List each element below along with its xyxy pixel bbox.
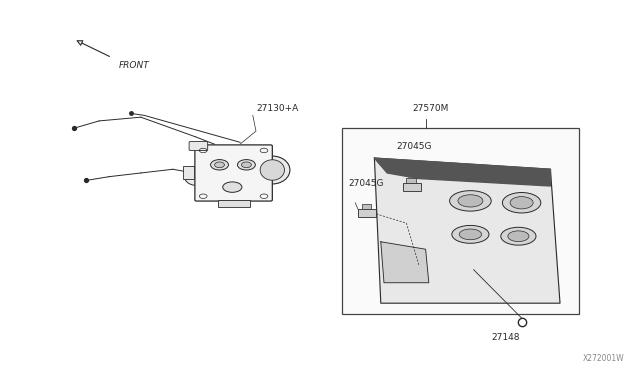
Bar bbox=[342, 128, 579, 314]
Bar bbox=[218, 200, 250, 206]
Ellipse shape bbox=[214, 162, 225, 168]
Ellipse shape bbox=[223, 182, 242, 192]
Ellipse shape bbox=[237, 160, 255, 170]
Ellipse shape bbox=[184, 167, 207, 185]
Text: FRONT: FRONT bbox=[118, 61, 149, 70]
Text: X272001W: X272001W bbox=[582, 354, 624, 363]
Bar bbox=[358, 209, 376, 217]
Bar bbox=[362, 204, 371, 209]
Ellipse shape bbox=[241, 162, 252, 168]
Ellipse shape bbox=[458, 195, 483, 207]
Bar bbox=[406, 178, 416, 183]
Ellipse shape bbox=[510, 196, 533, 209]
Polygon shape bbox=[374, 158, 550, 186]
FancyBboxPatch shape bbox=[195, 145, 273, 201]
Polygon shape bbox=[374, 158, 560, 303]
Ellipse shape bbox=[460, 229, 481, 240]
Ellipse shape bbox=[449, 190, 492, 211]
Ellipse shape bbox=[260, 160, 285, 180]
Text: 27130+A: 27130+A bbox=[256, 105, 298, 113]
Text: 27045G: 27045G bbox=[397, 142, 432, 151]
Ellipse shape bbox=[501, 227, 536, 245]
Ellipse shape bbox=[452, 225, 489, 243]
Bar bbox=[403, 183, 421, 191]
Polygon shape bbox=[381, 242, 429, 283]
Ellipse shape bbox=[255, 156, 290, 184]
Ellipse shape bbox=[211, 160, 228, 170]
Text: 27045G: 27045G bbox=[349, 179, 384, 188]
FancyBboxPatch shape bbox=[189, 141, 207, 150]
Bar bbox=[183, 166, 195, 179]
Ellipse shape bbox=[502, 193, 541, 213]
Text: 27148: 27148 bbox=[492, 333, 520, 342]
Ellipse shape bbox=[508, 231, 529, 241]
Text: 27570M: 27570M bbox=[413, 105, 449, 113]
